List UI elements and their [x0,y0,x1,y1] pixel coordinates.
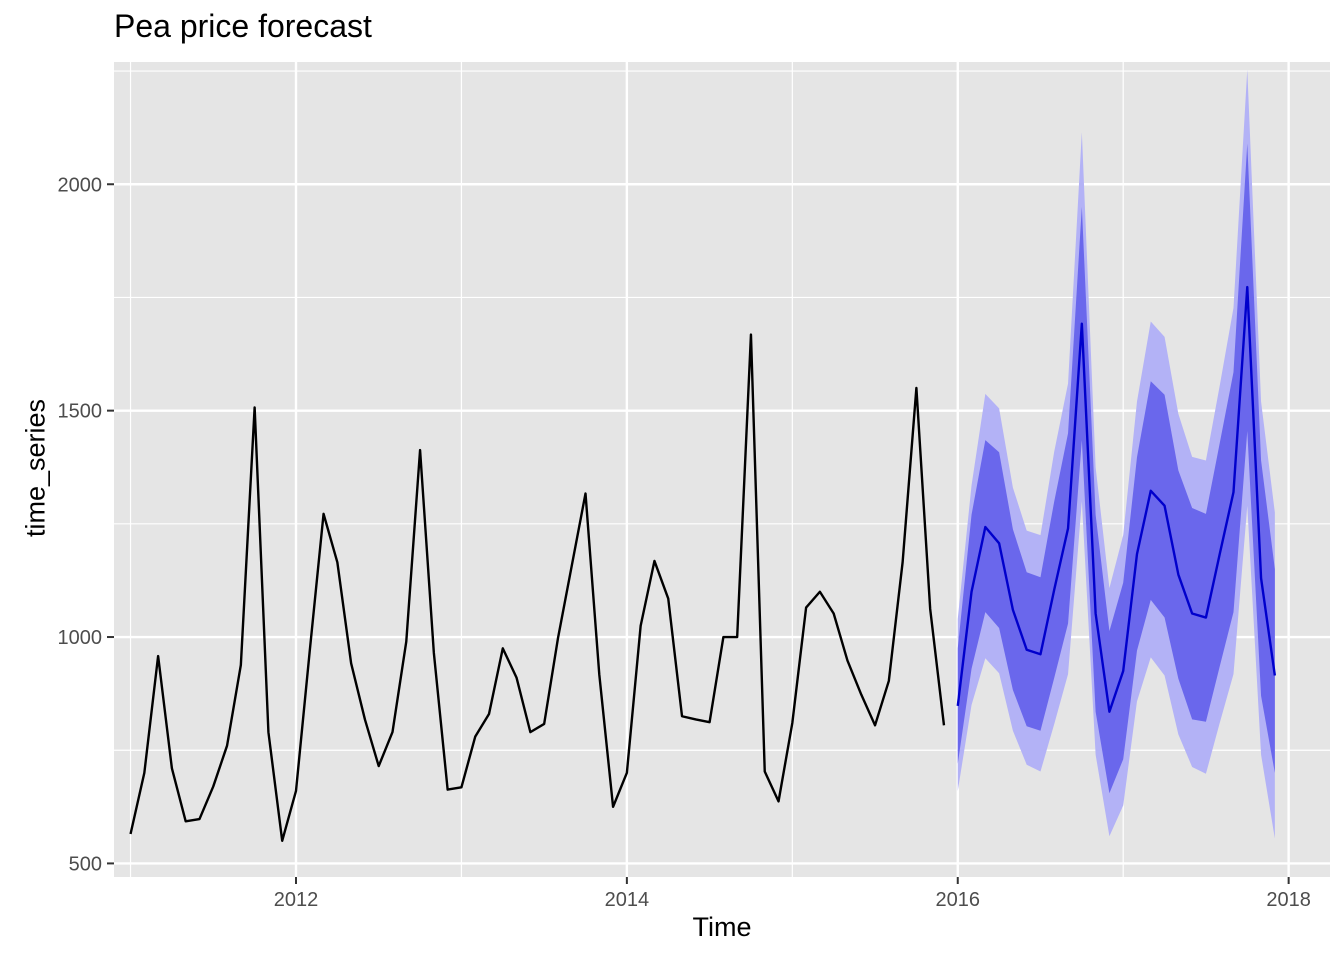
history-series-line [129,333,946,842]
forecast-interval-80 [957,143,1275,794]
x-tick-label: 2018 [1266,889,1311,911]
y-tick-label: 500 [69,853,102,875]
x-axis-title: Time [692,912,752,942]
y-tick-label: 1500 [58,401,103,423]
chart-title: Pea price forecast [114,8,372,44]
x-tick-label: 2012 [274,889,319,911]
y-tick-label: 1000 [58,627,103,649]
x-tick-label: 2016 [936,889,981,911]
y-tick-label: 2000 [58,174,103,196]
x-tick-label: 2014 [605,889,650,911]
y-axis-title: time_series [20,398,51,538]
forecast-mean-line [956,285,1277,713]
